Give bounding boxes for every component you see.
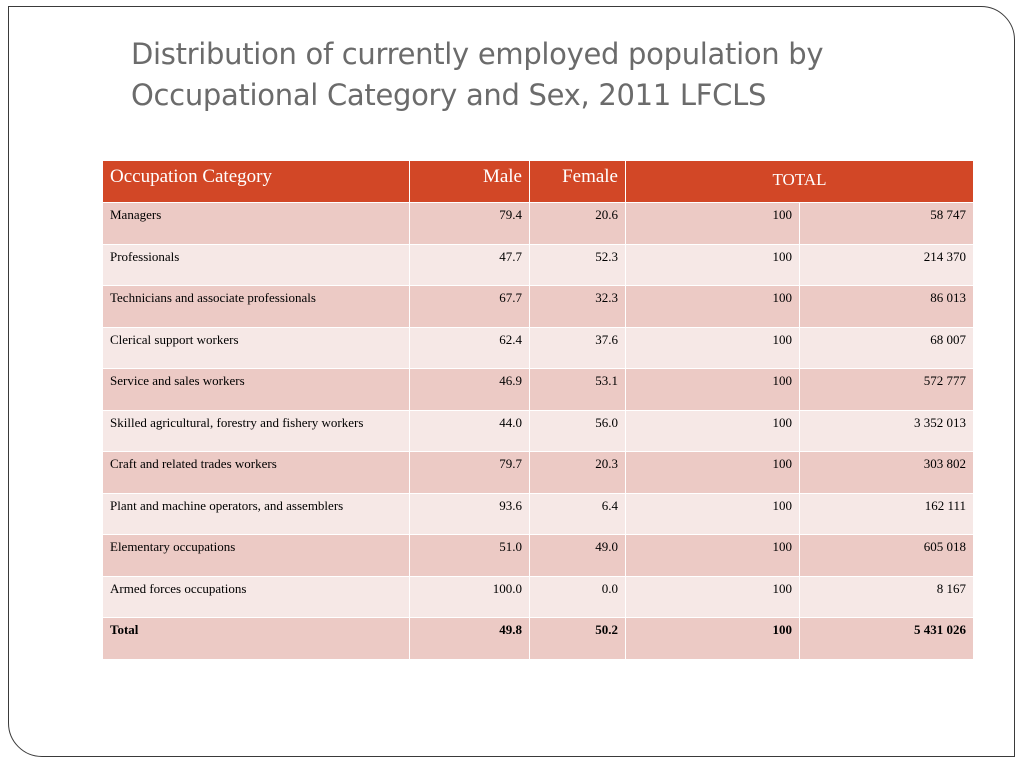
cell-male: 44.0: [409, 409, 530, 452]
cell-category: Professionals: [102, 243, 410, 286]
cell-total-percent: 100: [625, 368, 800, 411]
cell-male: 79.4: [409, 202, 530, 245]
cell-category: Armed forces occupations: [102, 575, 410, 618]
table-row: Technicians and associate professionals …: [102, 285, 975, 328]
cell-female: 49.0: [529, 534, 626, 577]
table-row: Managers 79.4 20.6 100 58 747: [102, 202, 975, 245]
header-female: Female: [529, 160, 626, 203]
table-row: Craft and related trades workers 79.7 20…: [102, 451, 975, 494]
table-row: Professionals 47.7 52.3 100 214 370: [102, 243, 975, 286]
cell-male: 62.4: [409, 326, 530, 369]
cell-male: 51.0: [409, 534, 530, 577]
cell-male: 67.7: [409, 285, 530, 328]
cell-total-percent: 100: [625, 202, 800, 245]
cell-total-percent: 100: [625, 492, 800, 535]
cell-female: 6.4: [529, 492, 626, 535]
table-row: Skilled agricultural, forestry and fishe…: [102, 409, 975, 452]
cell-category: Plant and machine operators, and assembl…: [102, 492, 410, 535]
cell-male: 46.9: [409, 368, 530, 411]
occupation-table: Occupation Category Male Female TOTAL Ma…: [102, 160, 975, 660]
cell-total-percent: 100: [625, 534, 800, 577]
cell-category: Elementary occupations: [102, 534, 410, 577]
table-header-row: Occupation Category Male Female TOTAL: [102, 160, 975, 203]
cell-male: 100.0: [409, 575, 530, 618]
cell-total-percent: 100: [625, 575, 800, 618]
cell-female: 56.0: [529, 409, 626, 452]
slide-title-line-1: Distribution of currently employed popul…: [131, 37, 824, 71]
cell-total-count: 8 167: [798, 575, 975, 618]
table-row: Armed forces occupations 100.0 0.0 100 8…: [102, 575, 975, 618]
cell-total-count: 303 802: [798, 451, 975, 494]
cell-total-count: 162 111: [798, 492, 975, 535]
cell-female: 50.2: [529, 617, 626, 660]
table-row: Service and sales workers 46.9 53.1 100 …: [102, 368, 975, 411]
cell-total-count: 86 013: [798, 285, 975, 328]
cell-female: 52.3: [529, 243, 626, 286]
cell-total-count: 3 352 013: [798, 409, 975, 452]
cell-female: 37.6: [529, 326, 626, 369]
cell-female: 32.3: [529, 285, 626, 328]
cell-category: Craft and related trades workers: [102, 451, 410, 494]
cell-male: 49.8: [409, 617, 530, 660]
cell-category: Clerical support workers: [102, 326, 410, 369]
cell-total-count: 68 007: [798, 326, 975, 369]
cell-total-percent: 100: [625, 409, 800, 452]
slide-title-line-2: Occupational Category and Sex, 2011 LFCL…: [131, 78, 767, 112]
cell-total-percent: 100: [625, 451, 800, 494]
table-row: Elementary occupations 51.0 49.0 100 605…: [102, 534, 975, 577]
cell-category: Skilled agricultural, forestry and fishe…: [102, 409, 410, 452]
cell-total-count: 605 018: [798, 534, 975, 577]
cell-category: Technicians and associate professionals: [102, 285, 410, 328]
table-row: Plant and machine operators, and assembl…: [102, 492, 975, 535]
cell-female: 20.3: [529, 451, 626, 494]
cell-total-count: 572 777: [798, 368, 975, 411]
cell-total-count: 58 747: [798, 202, 975, 245]
cell-category: Managers: [102, 202, 410, 245]
cell-category: Service and sales workers: [102, 368, 410, 411]
cell-total-percent: 100: [625, 617, 800, 660]
cell-female: 0.0: [529, 575, 626, 618]
cell-total-percent: 100: [625, 243, 800, 286]
cell-female: 20.6: [529, 202, 626, 245]
table-total-row: Total 49.8 50.2 100 5 431 026: [102, 617, 975, 660]
cell-total-percent: 100: [625, 285, 800, 328]
cell-male: 47.7: [409, 243, 530, 286]
cell-category: Total: [102, 617, 410, 660]
cell-total-percent: 100: [625, 326, 800, 369]
cell-female: 53.1: [529, 368, 626, 411]
cell-male: 79.7: [409, 451, 530, 494]
cell-total-count: 214 370: [798, 243, 975, 286]
header-total: TOTAL: [624, 160, 975, 203]
header-occupation-category: Occupation Category: [102, 160, 410, 203]
cell-male: 93.6: [409, 492, 530, 535]
table-row: Clerical support workers 62.4 37.6 100 6…: [102, 326, 975, 369]
slide-title: Distribution of currently employed popul…: [131, 34, 991, 116]
cell-total-count: 5 431 026: [798, 617, 975, 660]
header-male: Male: [409, 160, 530, 203]
